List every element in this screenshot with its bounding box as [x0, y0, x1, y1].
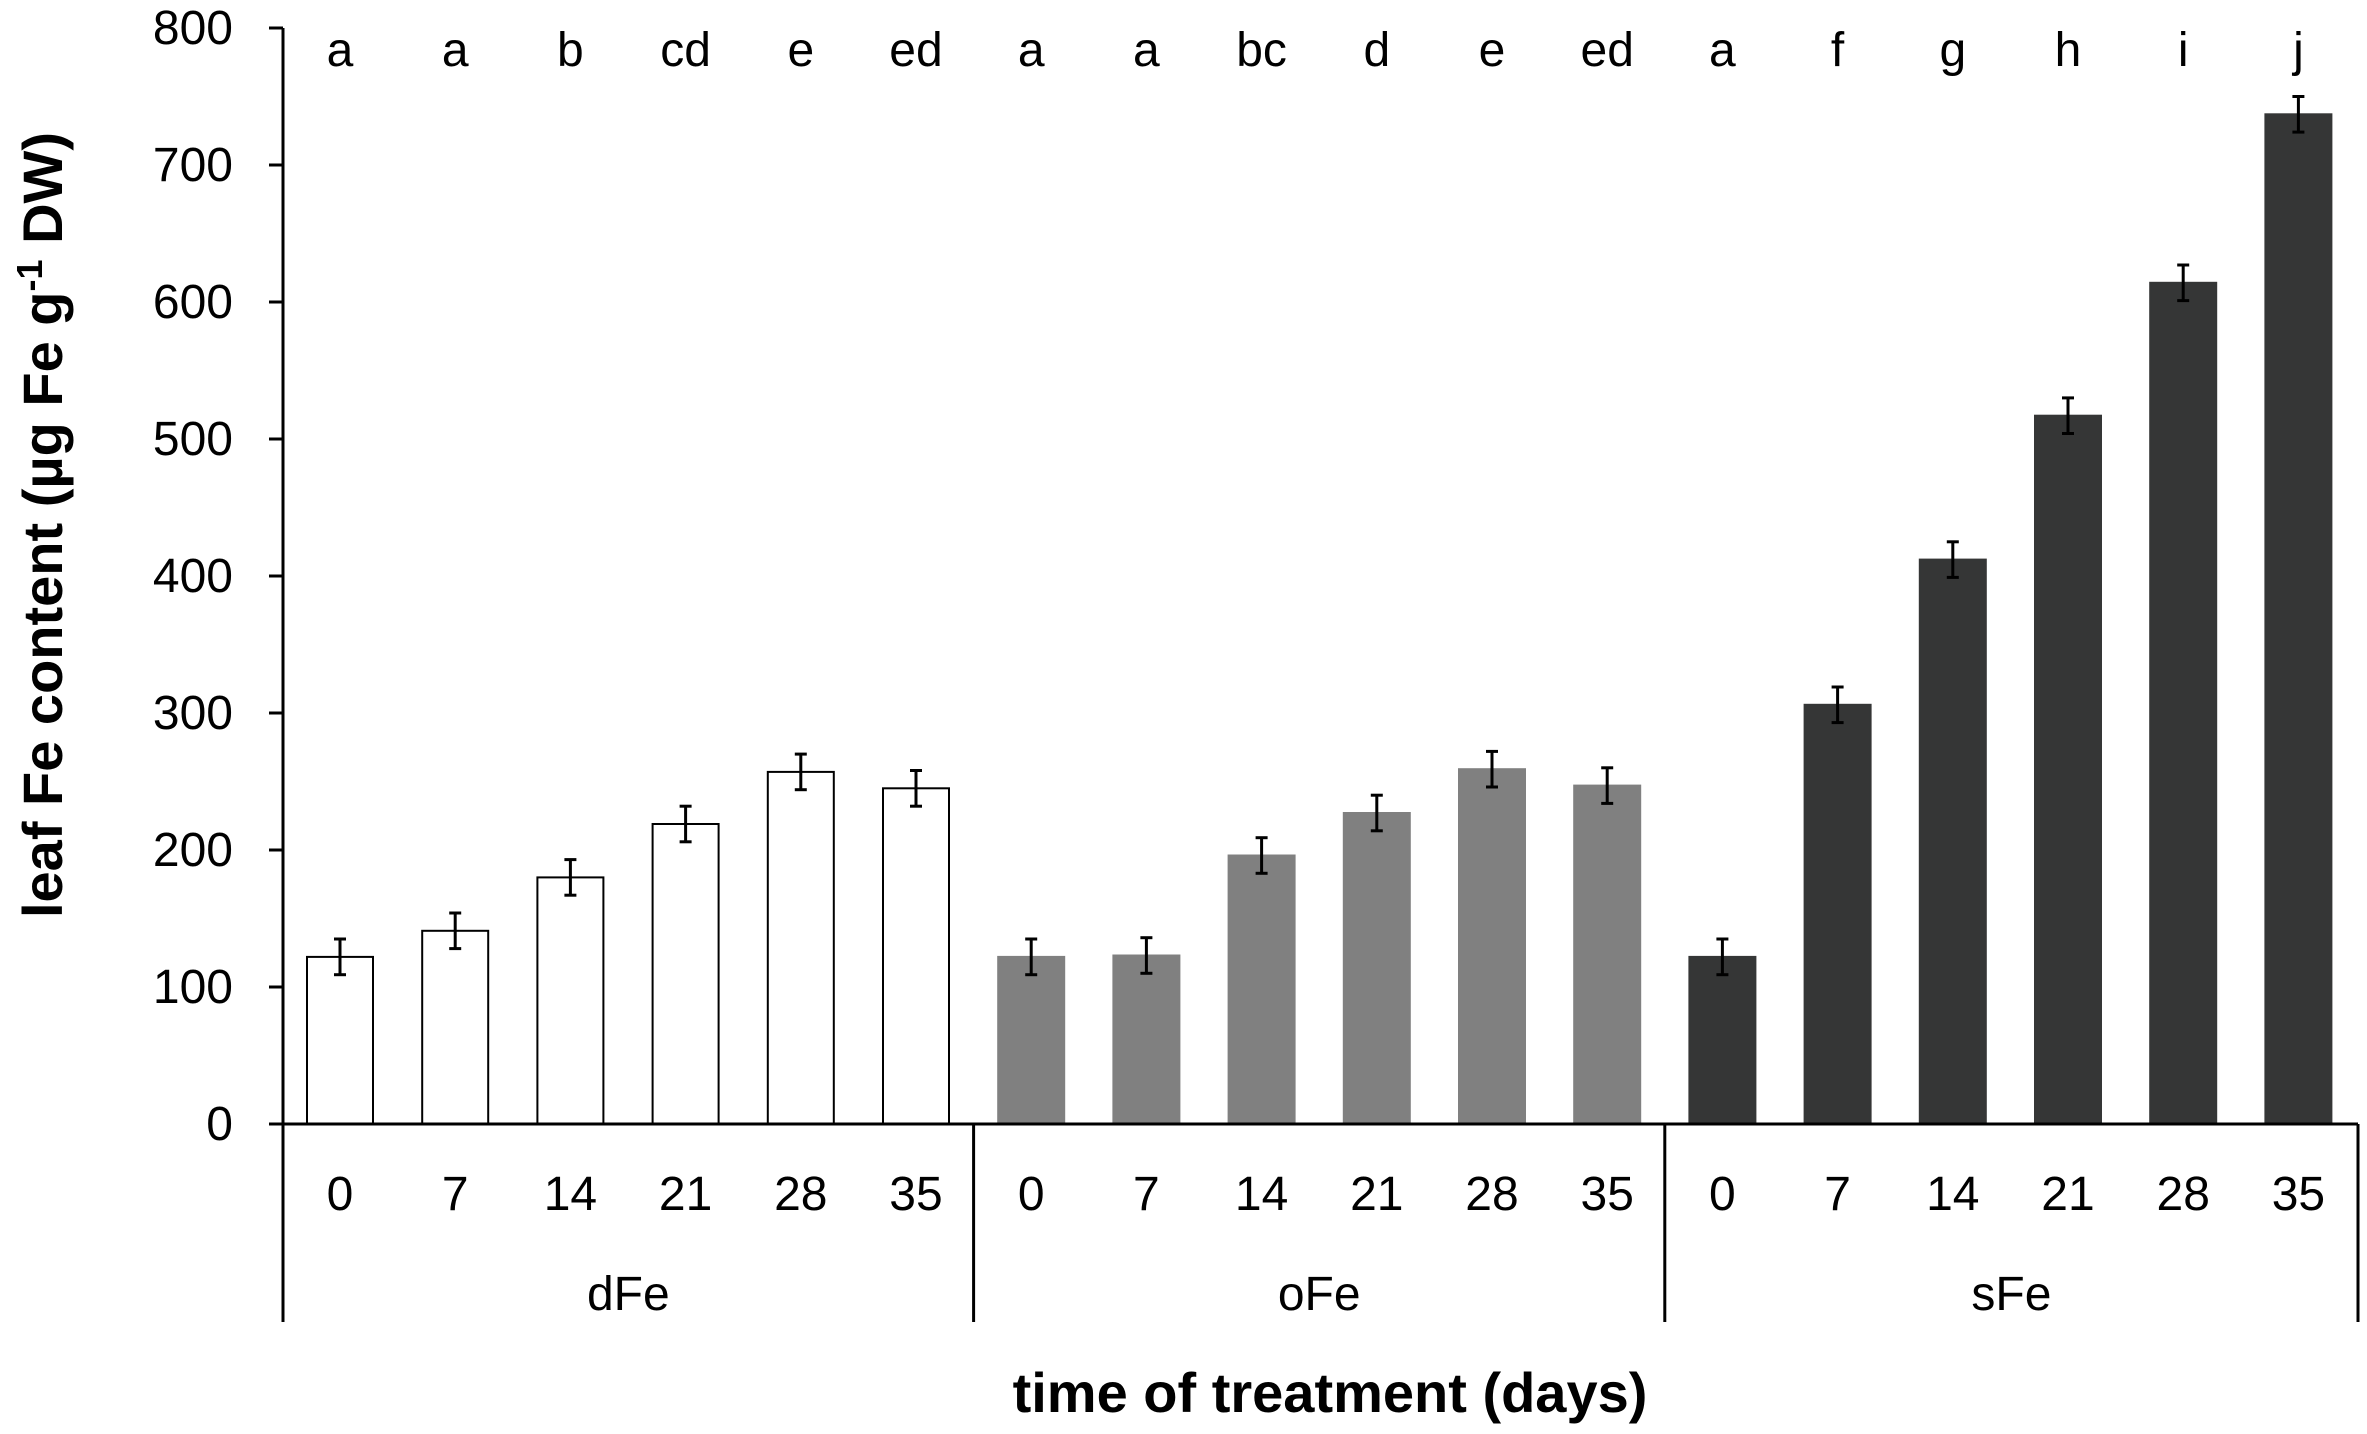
x-tick-label-sFe-day-0: 0 — [1709, 1168, 1736, 1221]
significance-letter-oFe-day-21: d — [1363, 24, 1390, 77]
y-tick-label-300: 300 — [153, 687, 233, 740]
bar-sFe-day-35 — [2264, 113, 2333, 1126]
significance-letter-sFe-day-28: i — [2178, 24, 2189, 77]
bar-dFe-day-28 — [766, 770, 835, 1126]
x-tick-label-dFe-day-14: 14 — [544, 1168, 597, 1221]
bar-sFe-day-21 — [2034, 414, 2102, 1125]
significance-letter-oFe-day-0: a — [1018, 24, 1045, 77]
significance-letter-dFe-day-28: e — [787, 24, 814, 77]
x-tick-label-dFe-day-21: 21 — [659, 1168, 712, 1221]
bars-layer — [306, 113, 2333, 1126]
bar-dFe-day-35 — [882, 787, 950, 1125]
x-tick-label-sFe-day-7: 7 — [1824, 1168, 1851, 1221]
significance-letter-dFe-day-21: cd — [660, 24, 711, 77]
y-axis-title: leaf Fe content (µg Fe g-1 DW) — [9, 132, 74, 918]
bar-dFe-day-7 — [421, 929, 490, 1125]
bar-oFe-day-14 — [1227, 854, 1296, 1125]
y-tick-label-0: 0 — [206, 1098, 233, 1151]
y-tick-label-400: 400 — [153, 550, 233, 603]
significance-letter-sFe-day-14: g — [1939, 24, 1966, 77]
significance-letter-oFe-day-28: e — [1479, 24, 1506, 77]
y-tick-label-700: 700 — [153, 139, 233, 192]
significance-letter-dFe-day-14: b — [557, 24, 584, 77]
y-tick-label-100: 100 — [153, 961, 233, 1014]
y-tick-label-500: 500 — [153, 413, 233, 466]
y-axis-title-end: DW) — [11, 132, 74, 260]
significance-letter-dFe-day-7: a — [442, 24, 469, 77]
bar-dFe-day-21 — [651, 823, 720, 1125]
y-axis-title-superscript: -1 — [9, 259, 50, 291]
bar-sFe-day-28 — [2149, 281, 2218, 1125]
x-tick-label-dFe-day-7: 7 — [442, 1168, 469, 1221]
x-tick-label-dFe-day-35: 35 — [889, 1168, 942, 1221]
y-tick-label-600: 600 — [153, 276, 233, 329]
bar-sFe-day-0 — [1688, 955, 1757, 1126]
significance-letter-sFe-day-21: h — [2055, 24, 2082, 77]
x-axis-title: time of treatment (days) — [1013, 1361, 1648, 1424]
x-tick-label-dFe-day-28: 28 — [774, 1168, 827, 1221]
significance-letter-sFe-day-7: f — [1831, 24, 1845, 77]
y-tick-label-800: 800 — [153, 2, 233, 55]
x-tick-label-sFe-day-28: 28 — [2157, 1168, 2210, 1221]
bar-oFe-day-7 — [1112, 954, 1181, 1125]
x-tick-label-oFe-day-35: 35 — [1581, 1168, 1634, 1221]
significance-letters-layer: a a b cd e ed a a bc d e ed a f g h i j — [327, 24, 2304, 77]
x-tick-label-dFe-day-0: 0 — [327, 1168, 354, 1221]
x-tick-label-oFe-day-7: 7 — [1133, 1168, 1160, 1221]
significance-letter-sFe-day-0: a — [1709, 24, 1736, 77]
significance-letter-oFe-day-7: a — [1133, 24, 1160, 77]
labels-layer: 0 7 14 21 28 35 0 7 14 21 28 35 0 7 14 21 28 35 0 100 200 300… — [153, 2, 2325, 1321]
bar-oFe-day-21 — [1342, 812, 1411, 1125]
axes-layer — [269, 26, 2360, 1322]
y-axis-title-main: leaf Fe content (µg Fe g — [11, 292, 74, 919]
bar-dFe-day-14 — [536, 876, 605, 1126]
x-tick-label-oFe-day-14: 14 — [1235, 1168, 1288, 1221]
error-bars-layer — [334, 95, 2305, 977]
y-tick-label-200: 200 — [153, 824, 233, 877]
significance-letter-sFe-day-35: j — [2291, 24, 2304, 77]
x-tick-label-oFe-day-0: 0 — [1018, 1168, 1045, 1221]
group-label-sFe: sFe — [1971, 1268, 2051, 1321]
x-tick-label-sFe-day-35: 35 — [2272, 1168, 2325, 1221]
significance-letter-oFe-day-14: bc — [1236, 24, 1287, 77]
x-tick-label-oFe-day-28: 28 — [1465, 1168, 1518, 1221]
x-tick-label-sFe-day-14: 14 — [1926, 1168, 1979, 1221]
group-label-oFe: oFe — [1278, 1268, 1361, 1321]
significance-letter-dFe-day-35: ed — [889, 24, 942, 77]
group-label-dFe: dFe — [587, 1268, 670, 1321]
significance-letter-oFe-day-35: ed — [1581, 24, 1634, 77]
bar-sFe-day-7 — [1803, 703, 1872, 1125]
bar-oFe-day-28 — [1458, 768, 1526, 1125]
x-tick-label-oFe-day-21: 21 — [1350, 1168, 1403, 1221]
significance-letter-dFe-day-0: a — [327, 24, 354, 77]
bar-oFe-day-0 — [997, 955, 1066, 1126]
x-tick-label-sFe-day-21: 21 — [2041, 1168, 2094, 1221]
bar-dFe-day-0 — [306, 955, 374, 1126]
bar-oFe-day-35 — [1573, 784, 1642, 1125]
bar-sFe-day-14 — [1918, 558, 1987, 1125]
